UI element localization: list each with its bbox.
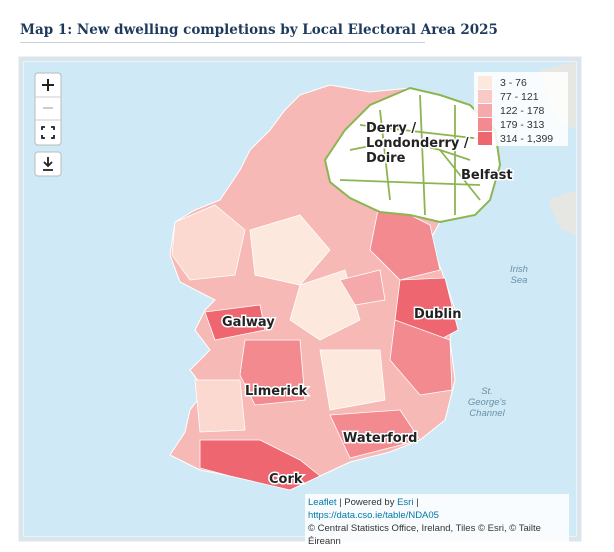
- attribution: Leaflet | Powered by Esri | https://data…: [305, 494, 569, 550]
- sea-label: Irish: [510, 264, 528, 275]
- download[interactable]: [43, 157, 53, 171]
- place-label: Dublin: [414, 307, 462, 322]
- place-label: Derry /: [366, 121, 416, 136]
- legend-label: 314 - 1,399: [500, 133, 553, 145]
- legend-label: 3 - 76: [500, 77, 527, 89]
- place-label: Waterford: [343, 431, 417, 446]
- fullscreen[interactable]: [41, 126, 55, 139]
- map-title: Map 1: New dwelling completions by Local…: [20, 22, 498, 38]
- legend-label: 77 - 121: [500, 91, 539, 103]
- link[interactable]: Esri: [397, 497, 414, 508]
- legend-label: 179 - 313: [500, 119, 545, 131]
- place-label: Londonderry /: [366, 136, 469, 151]
- zoom-in[interactable]: [42, 79, 54, 91]
- text: |: [416, 497, 419, 508]
- place-label: Galway: [222, 315, 275, 330]
- title-rule: [20, 42, 425, 43]
- sea-label: Sea: [511, 275, 528, 286]
- lea-shading: [171, 199, 459, 491]
- legend-swatch: [478, 104, 492, 117]
- ni-boundaries: [339, 94, 491, 216]
- northern-ireland: [323, 86, 502, 224]
- legend-swatch: [478, 76, 492, 89]
- legend-label: 122 - 178: [500, 105, 545, 117]
- place-label: Limerick: [245, 384, 308, 399]
- place-label: Cork: [269, 472, 303, 487]
- sea-label: Channel: [469, 408, 505, 419]
- legend-swatch: [478, 118, 492, 131]
- sea-label: St.: [481, 386, 493, 397]
- legend-swatch: [478, 90, 492, 103]
- text: © Central Statistics Office, Ireland, Ti…: [308, 523, 541, 547]
- link[interactable]: Leaflet: [308, 497, 337, 508]
- place-label: Doire: [366, 151, 406, 166]
- text: | Powered by: [339, 497, 395, 508]
- legend-swatch: [478, 132, 492, 145]
- sea-label: George's: [468, 397, 507, 408]
- place-label: Belfast: [461, 168, 513, 183]
- link[interactable]: https://data.cso.ie/table/NDA05: [308, 510, 439, 521]
- zoom-control: [34, 72, 62, 177]
